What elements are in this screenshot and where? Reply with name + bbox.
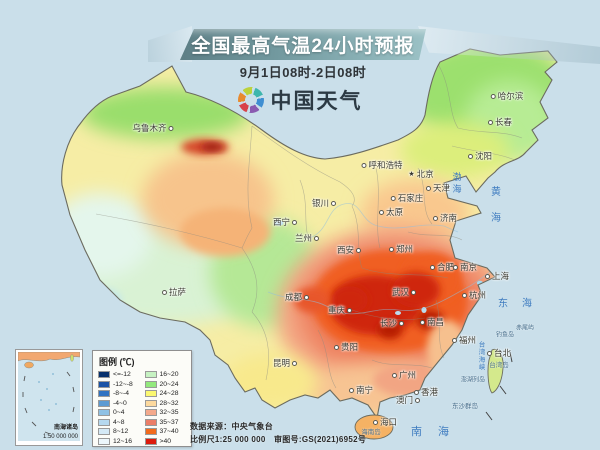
legend-range: >40 [159, 437, 172, 445]
legend-swatch [144, 390, 157, 398]
legend-swatch [144, 437, 157, 445]
legend-swatch [98, 380, 110, 388]
legend-swatch [98, 428, 110, 436]
province-borders [95, 63, 523, 389]
boundary-dashes [485, 351, 513, 421]
legend-swatch [98, 437, 110, 445]
legend-range: 28~32 [159, 399, 179, 407]
hainan-island [354, 414, 394, 440]
legend-title: 图例 (℃) [99, 357, 135, 367]
forecast-period: 9月1日08时-2日08时 [239, 65, 367, 80]
legend-swatch [144, 428, 157, 436]
inset-label: 南海诸岛 [53, 425, 78, 431]
temperature-legend: 图例 (℃) <=-12 -12~-8 -8~-4 -4~0 0~4 4~8 8~12 12~… [92, 350, 192, 447]
legend-range: <=-12 [113, 371, 131, 379]
taiwan-island [487, 348, 504, 394]
legend-swatch [144, 418, 157, 426]
legend-range: 0~4 [113, 409, 125, 417]
legend-range: 32~35 [159, 409, 179, 417]
legend-item: <=-12 [98, 371, 140, 379]
legend-swatch [144, 399, 157, 407]
data-source: 数据来源：中央气象台 [190, 422, 273, 431]
legend-item: -12~-8 [98, 380, 140, 389]
legend-swatch [144, 409, 157, 417]
legend-range: 35~37 [159, 418, 179, 426]
legend-item: 16~20 [144, 371, 187, 379]
legend-range: 37~40 [159, 428, 179, 436]
legend-item: -8~-4 [98, 390, 140, 398]
legend-item: 35~37 [144, 418, 187, 427]
legend-swatch [144, 380, 157, 388]
map-footer: 数据来源：中央气象台 比例尺1:25 000 000 审图号:GS(2021)6… [190, 420, 366, 446]
inset-scale: 1:50 000 000 [42, 434, 78, 440]
legend-swatch [98, 409, 110, 417]
legend-range: 12~16 [113, 437, 133, 445]
legend-range: 16~20 [159, 371, 179, 379]
legend-range: 8~12 [113, 428, 129, 436]
legend-item: 32~35 [144, 409, 187, 417]
legend-item: 37~40 [144, 428, 187, 436]
legend-item: 28~32 [144, 399, 187, 408]
legend-item: 12~16 [98, 437, 140, 446]
legend-item: >40 [144, 437, 187, 446]
legend-item: 20~24 [144, 380, 187, 389]
map-scale: 比例尺1:25 000 000 审图号:GS(2021)6952号 [190, 435, 367, 444]
legend-swatch [98, 418, 110, 426]
legend-range: 20~24 [159, 380, 179, 388]
inset-mini-map [18, 352, 80, 441]
legend-swatch [98, 399, 110, 407]
legend-item: 24~28 [144, 390, 187, 398]
legend-swatch [98, 390, 110, 398]
title-banner: 全国最高气温24小时预报 [180, 29, 426, 60]
rivers [267, 203, 491, 315]
legend-swatch [144, 371, 157, 379]
legend-range: -8~-4 [113, 390, 130, 398]
legend-item: -4~0 [98, 399, 140, 408]
china-weather-logo: 中国天气 [0, 85, 600, 115]
legend-range: -12~-8 [113, 380, 133, 388]
legend-item: 4~8 [98, 418, 140, 427]
legend-range: -4~0 [113, 399, 127, 407]
south-china-sea-inset: 南海诸岛 1:50 000 000 [15, 349, 83, 446]
legend-range: 24~28 [159, 390, 179, 398]
page-title: 全国最高气温24小时预报 [191, 36, 415, 57]
legend-swatch [98, 371, 110, 379]
china-outline [61, 48, 558, 420]
logo-text: 中国天气 [270, 90, 363, 113]
legend-item: 8~12 [98, 428, 140, 436]
legend-range: 4~8 [113, 418, 125, 426]
legend-grid: <=-12 -12~-8 -8~-4 -4~0 0~4 4~8 8~12 12~16 16~20… [98, 371, 186, 445]
legend-item: 0~4 [98, 409, 140, 417]
pinwheel-logo-icon [237, 87, 264, 113]
